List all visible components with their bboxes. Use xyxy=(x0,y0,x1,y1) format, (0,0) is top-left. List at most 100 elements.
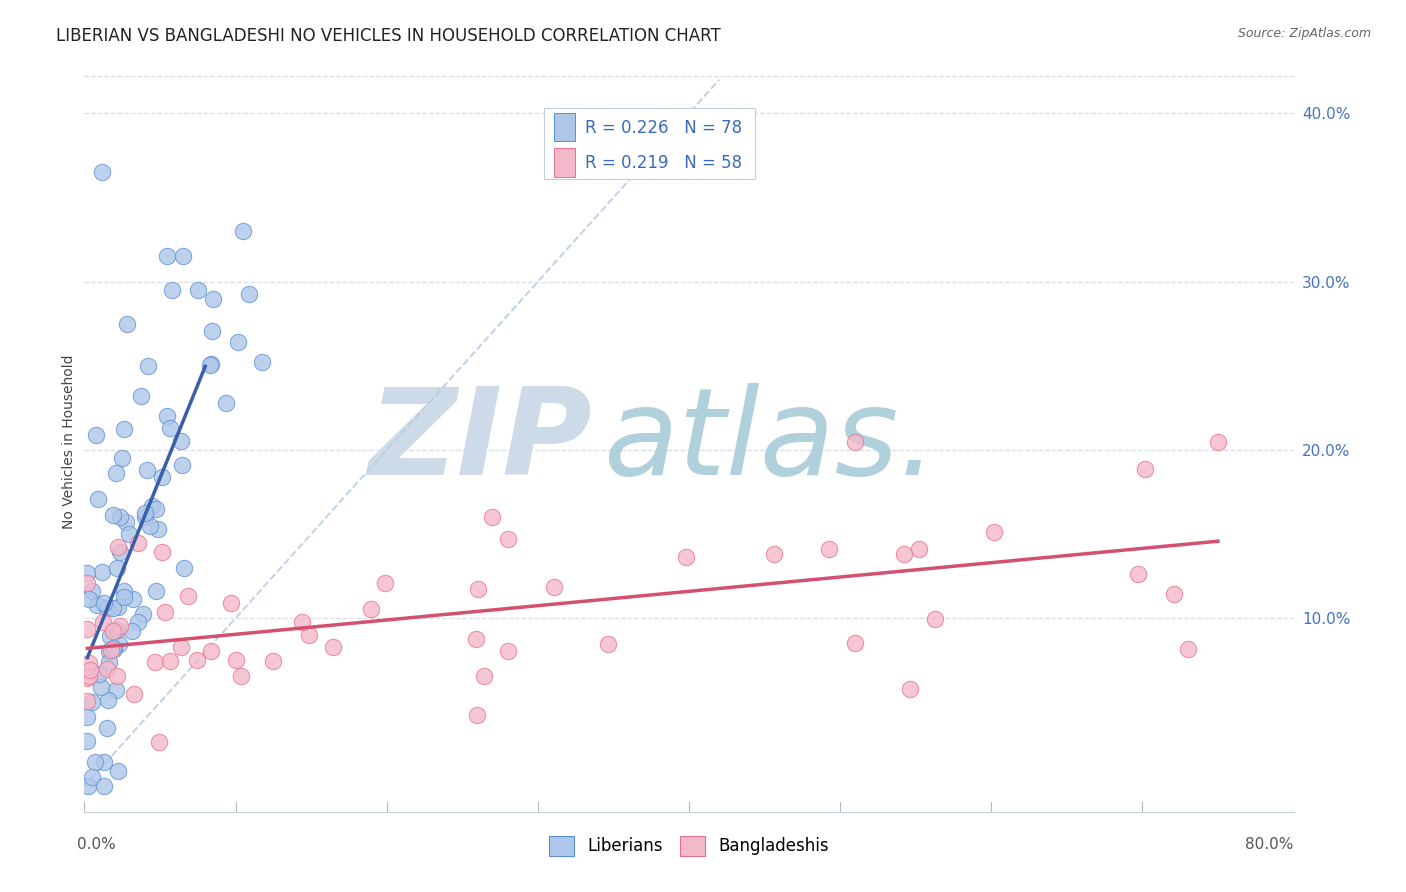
Point xyxy=(141,500,163,514)
Point xyxy=(87,666,110,681)
Text: LIBERIAN VS BANGLADESHI NO VEHICLES IN HOUSEHOLD CORRELATION CHART: LIBERIAN VS BANGLADESHI NO VEHICLES IN H… xyxy=(56,27,721,45)
Text: ZIP: ZIP xyxy=(368,383,592,500)
Point xyxy=(76,710,98,724)
Point xyxy=(112,590,135,604)
Point xyxy=(107,600,129,615)
Point xyxy=(156,409,179,424)
Point xyxy=(250,354,273,368)
Point xyxy=(186,653,208,667)
Point xyxy=(481,510,503,524)
Point xyxy=(262,654,284,668)
Point xyxy=(91,565,114,579)
Point xyxy=(360,601,382,615)
Point xyxy=(129,389,152,403)
Point xyxy=(76,576,98,591)
Point xyxy=(467,582,489,596)
Point xyxy=(90,680,112,694)
Point xyxy=(100,642,122,657)
Point xyxy=(107,540,129,554)
Text: 0.0%: 0.0% xyxy=(77,837,115,852)
Point xyxy=(143,655,166,669)
Text: 80.0%: 80.0% xyxy=(1246,837,1294,852)
Point xyxy=(80,583,103,598)
Point xyxy=(105,669,128,683)
Point xyxy=(83,755,105,769)
Point xyxy=(200,357,222,371)
Point xyxy=(221,596,243,610)
Point xyxy=(893,547,915,561)
Point xyxy=(173,561,195,575)
Point xyxy=(136,463,159,477)
Point xyxy=(96,662,118,676)
Point xyxy=(93,780,115,794)
Point xyxy=(298,628,321,642)
Text: R = 0.219   N = 58: R = 0.219 N = 58 xyxy=(585,154,742,172)
Point xyxy=(76,694,98,708)
FancyBboxPatch shape xyxy=(554,148,575,177)
Point xyxy=(472,669,495,683)
Point xyxy=(132,607,155,621)
Point xyxy=(91,615,114,629)
Point xyxy=(148,735,170,749)
Point xyxy=(112,584,135,599)
Text: R = 0.226   N = 78: R = 0.226 N = 78 xyxy=(585,119,742,137)
Point xyxy=(496,532,519,546)
Point xyxy=(96,601,118,615)
Text: Source: ZipAtlas.com: Source: ZipAtlas.com xyxy=(1237,27,1371,40)
Point xyxy=(79,663,101,677)
Point xyxy=(111,451,134,466)
Point xyxy=(98,629,121,643)
Point xyxy=(675,550,697,565)
Point xyxy=(229,669,252,683)
Point xyxy=(145,583,167,598)
Point xyxy=(215,396,238,410)
Point xyxy=(134,507,156,521)
Point xyxy=(118,526,141,541)
Point xyxy=(86,598,108,612)
Text: atlas.: atlas. xyxy=(605,383,939,500)
Point xyxy=(598,637,620,651)
Point xyxy=(80,771,103,785)
Point xyxy=(127,615,149,629)
Point xyxy=(465,708,488,723)
Y-axis label: No Vehicles in Household: No Vehicles in Household xyxy=(62,354,76,529)
Point xyxy=(107,637,129,651)
Point xyxy=(983,525,1005,540)
Point xyxy=(374,576,396,591)
Point xyxy=(156,249,179,264)
Point xyxy=(127,536,149,550)
FancyBboxPatch shape xyxy=(544,109,755,178)
Point xyxy=(200,324,222,338)
Point xyxy=(169,434,191,449)
Point xyxy=(105,624,128,638)
Point xyxy=(172,249,194,264)
Point xyxy=(108,509,131,524)
Point xyxy=(121,624,143,638)
Point xyxy=(496,643,519,657)
Point xyxy=(225,653,247,667)
Point xyxy=(103,624,125,639)
Point xyxy=(82,695,104,709)
Point xyxy=(145,501,167,516)
Point xyxy=(79,669,101,683)
Point xyxy=(898,681,921,696)
Point xyxy=(107,764,129,778)
Point xyxy=(122,592,145,607)
Point xyxy=(77,780,100,794)
Point xyxy=(134,510,156,524)
Point xyxy=(159,421,181,435)
Point xyxy=(543,580,565,594)
Point xyxy=(138,518,160,533)
Point xyxy=(146,522,169,536)
Point xyxy=(160,283,183,297)
Point xyxy=(98,644,121,658)
Point xyxy=(76,671,98,685)
Point xyxy=(77,656,100,670)
Point xyxy=(136,359,159,373)
Point xyxy=(115,516,138,530)
Point xyxy=(291,615,314,629)
Point xyxy=(201,292,224,306)
Point xyxy=(818,541,841,556)
Point xyxy=(97,693,120,707)
Point xyxy=(79,592,101,607)
